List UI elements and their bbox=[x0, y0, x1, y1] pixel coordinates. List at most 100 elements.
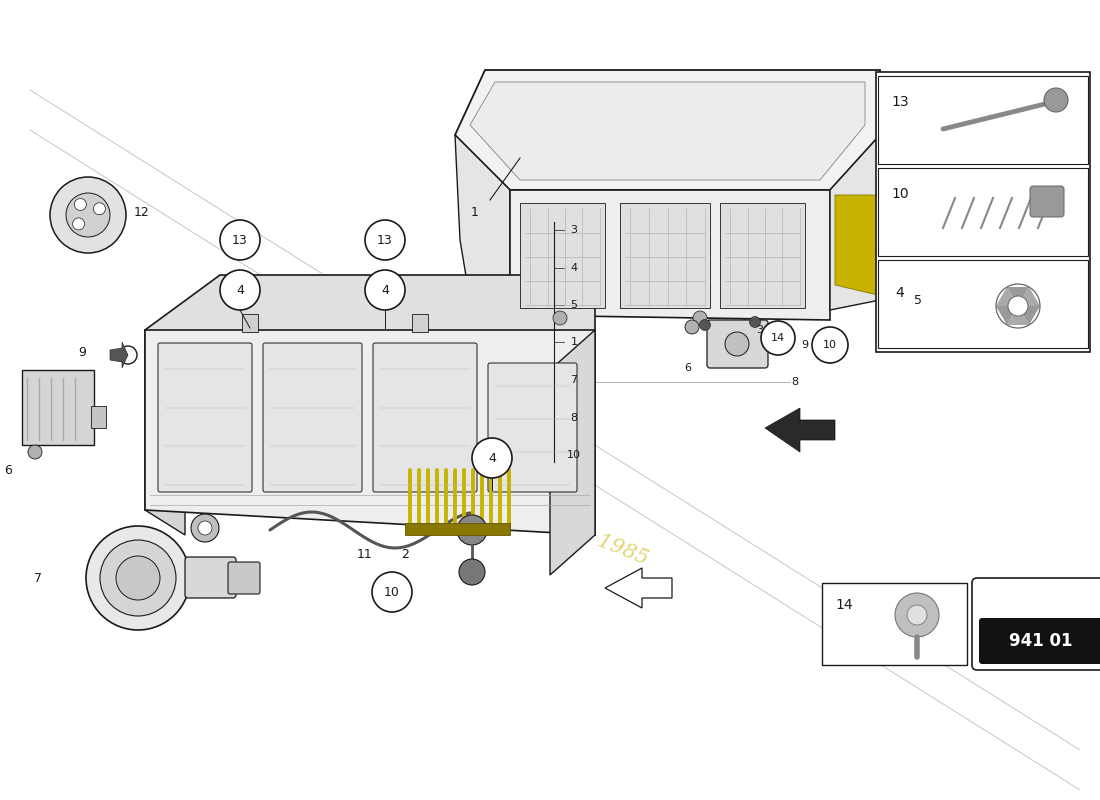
Circle shape bbox=[28, 445, 42, 459]
FancyBboxPatch shape bbox=[185, 557, 236, 598]
FancyBboxPatch shape bbox=[979, 618, 1100, 664]
Text: 1: 1 bbox=[471, 206, 478, 218]
Text: 3: 3 bbox=[571, 225, 578, 235]
Text: 4: 4 bbox=[571, 263, 578, 273]
Text: 14: 14 bbox=[835, 598, 852, 612]
Circle shape bbox=[908, 605, 927, 625]
FancyBboxPatch shape bbox=[876, 72, 1090, 352]
Text: 13: 13 bbox=[891, 95, 909, 109]
Circle shape bbox=[100, 540, 176, 616]
Text: 941 01: 941 01 bbox=[1010, 632, 1072, 650]
FancyBboxPatch shape bbox=[158, 343, 252, 492]
Polygon shape bbox=[835, 195, 905, 295]
Circle shape bbox=[66, 193, 110, 237]
Text: 6: 6 bbox=[4, 463, 12, 477]
Circle shape bbox=[50, 177, 127, 253]
Polygon shape bbox=[996, 287, 1018, 306]
Polygon shape bbox=[830, 135, 910, 310]
Polygon shape bbox=[145, 275, 595, 370]
Text: a passion for parts since 1985: a passion for parts since 1985 bbox=[349, 431, 651, 569]
Polygon shape bbox=[110, 342, 128, 368]
Text: 5: 5 bbox=[571, 300, 578, 310]
Circle shape bbox=[220, 220, 260, 260]
Circle shape bbox=[456, 515, 487, 545]
Circle shape bbox=[119, 346, 138, 364]
FancyBboxPatch shape bbox=[228, 562, 260, 594]
FancyBboxPatch shape bbox=[878, 260, 1088, 348]
FancyBboxPatch shape bbox=[242, 314, 258, 332]
FancyBboxPatch shape bbox=[972, 578, 1100, 670]
FancyBboxPatch shape bbox=[878, 76, 1088, 164]
Text: 3: 3 bbox=[757, 325, 763, 335]
Circle shape bbox=[75, 198, 86, 210]
Circle shape bbox=[372, 572, 412, 612]
Text: 12: 12 bbox=[134, 206, 150, 218]
Circle shape bbox=[86, 526, 190, 630]
Polygon shape bbox=[1018, 287, 1040, 306]
FancyBboxPatch shape bbox=[412, 314, 428, 332]
Text: 1: 1 bbox=[571, 337, 578, 347]
Circle shape bbox=[73, 218, 85, 230]
Circle shape bbox=[459, 559, 485, 585]
Circle shape bbox=[700, 319, 711, 330]
FancyBboxPatch shape bbox=[22, 370, 94, 445]
Circle shape bbox=[365, 270, 405, 310]
Circle shape bbox=[365, 220, 405, 260]
Circle shape bbox=[685, 320, 698, 334]
Polygon shape bbox=[455, 135, 510, 315]
Circle shape bbox=[725, 332, 749, 356]
Circle shape bbox=[1044, 88, 1068, 112]
FancyBboxPatch shape bbox=[822, 583, 967, 665]
Polygon shape bbox=[764, 408, 835, 452]
Text: 9: 9 bbox=[802, 340, 808, 350]
Polygon shape bbox=[1006, 287, 1028, 306]
Circle shape bbox=[472, 438, 512, 478]
Text: 13: 13 bbox=[232, 234, 248, 246]
Polygon shape bbox=[605, 568, 672, 608]
Circle shape bbox=[94, 202, 106, 214]
Circle shape bbox=[116, 556, 160, 600]
Text: 14: 14 bbox=[771, 333, 785, 343]
Polygon shape bbox=[145, 330, 185, 535]
FancyBboxPatch shape bbox=[488, 363, 578, 492]
Circle shape bbox=[738, 320, 752, 334]
Text: 8: 8 bbox=[791, 377, 799, 387]
Text: 10: 10 bbox=[823, 340, 837, 350]
Text: 2: 2 bbox=[402, 549, 409, 562]
Text: 4: 4 bbox=[895, 286, 904, 300]
Text: 13: 13 bbox=[377, 234, 393, 246]
FancyBboxPatch shape bbox=[91, 406, 106, 428]
Text: 6: 6 bbox=[684, 363, 692, 373]
Text: 9: 9 bbox=[78, 346, 86, 359]
Text: Autoparts: Autoparts bbox=[662, 199, 898, 301]
FancyBboxPatch shape bbox=[373, 343, 477, 492]
Circle shape bbox=[553, 311, 566, 325]
Circle shape bbox=[198, 521, 212, 535]
Circle shape bbox=[895, 593, 939, 637]
Circle shape bbox=[220, 270, 260, 310]
FancyBboxPatch shape bbox=[620, 203, 710, 308]
Polygon shape bbox=[510, 190, 830, 320]
FancyBboxPatch shape bbox=[520, 203, 605, 308]
FancyBboxPatch shape bbox=[1030, 186, 1064, 217]
Text: 11: 11 bbox=[358, 549, 373, 562]
Text: 10: 10 bbox=[566, 450, 581, 460]
Text: 7: 7 bbox=[34, 571, 42, 585]
FancyBboxPatch shape bbox=[878, 168, 1088, 256]
Text: 7: 7 bbox=[571, 375, 578, 385]
Polygon shape bbox=[1018, 306, 1040, 325]
Text: 4: 4 bbox=[236, 283, 244, 297]
Polygon shape bbox=[470, 82, 865, 180]
Polygon shape bbox=[996, 306, 1018, 325]
Text: 5: 5 bbox=[914, 294, 922, 306]
Circle shape bbox=[761, 321, 795, 355]
Circle shape bbox=[1008, 296, 1028, 316]
Circle shape bbox=[812, 327, 848, 363]
Circle shape bbox=[191, 514, 219, 542]
FancyBboxPatch shape bbox=[707, 320, 768, 368]
Text: 4: 4 bbox=[488, 451, 496, 465]
Circle shape bbox=[749, 317, 760, 327]
Circle shape bbox=[693, 311, 707, 325]
Text: 4: 4 bbox=[381, 283, 389, 297]
Polygon shape bbox=[455, 70, 880, 190]
